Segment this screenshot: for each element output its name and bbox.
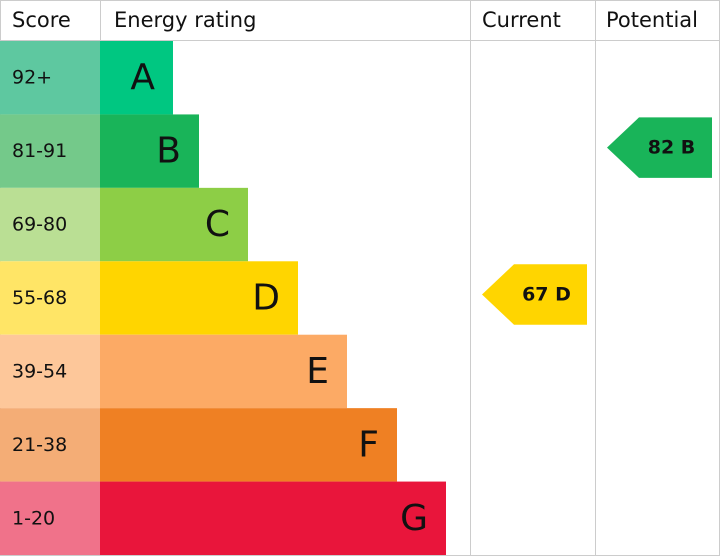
score-label: 81-91 [12,140,67,162]
score-cell [0,41,100,115]
rating-letter: E [306,351,329,392]
rating-letter: D [252,278,280,319]
score-cell [0,334,100,409]
score-label: 21-38 [12,434,67,456]
score-cell [0,187,100,262]
header-potential: Potential [606,8,698,32]
rating-letter: G [400,498,428,539]
header-current: Current [482,8,561,32]
score-cell [0,261,100,335]
score-label: 55-68 [12,287,67,309]
rating-bar [100,114,199,188]
rating-bar [100,481,446,555]
score-cell [0,114,100,188]
rating-letter: C [205,204,230,245]
potential-arrow [607,117,712,178]
rating-letter: A [130,57,155,98]
header-rating: Energy rating [114,8,256,32]
rating-bar [100,261,298,335]
potential-label: 82 B [648,137,696,159]
score-label: 69-80 [12,214,67,236]
score-label: 1-20 [12,507,55,529]
score-label: 92+ [12,67,52,89]
current-arrow [482,264,587,325]
rating-bar [100,187,248,262]
header-score: Score [12,8,71,32]
rating-letter: B [156,131,181,172]
score-label: 39-54 [12,360,67,382]
score-cell [0,408,100,482]
rating-letter: F [358,424,379,465]
score-cell [0,481,100,555]
rating-bar [100,41,173,115]
current-label: 67 D [522,284,571,306]
rating-bar [100,334,347,409]
rating-bar [100,408,397,482]
